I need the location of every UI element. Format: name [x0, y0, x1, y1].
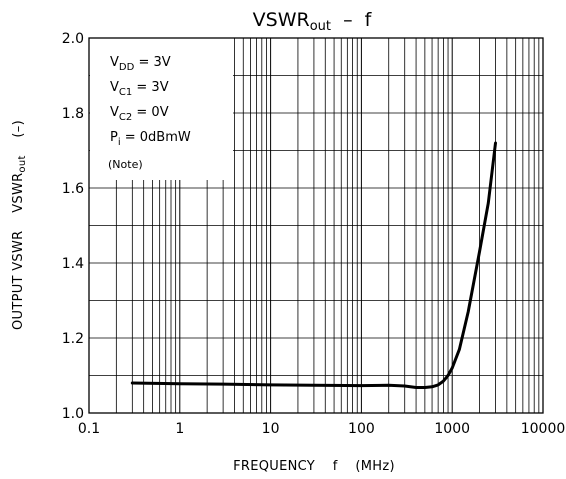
y-tick-label: 2.0 [62, 31, 84, 47]
condition-label: VC1 = 3V [110, 80, 169, 98]
y-tick-labels: 1.0 1.2 1.4 1.6 1.8 2.0 [62, 31, 84, 422]
note-label: (Note) [108, 158, 143, 171]
x-tick-labels: 0.1 1 10 100 1000 10000 [78, 421, 565, 437]
y-tick-label: 1.0 [62, 406, 84, 422]
conditions-box [90, 38, 233, 180]
x-tick-label: 1 [175, 421, 184, 437]
x-axis-label: FREQUENCY f (MHz) [233, 459, 395, 474]
x-tick-label: 100 [348, 421, 375, 437]
x-tick-label: 1000 [434, 421, 470, 437]
y-tick-label: 1.8 [62, 106, 84, 122]
y-axis-label: OUTPUT VSWR VSWRout (–) [11, 120, 28, 330]
chart-title: VSWRout – f [253, 9, 373, 34]
series-layer [130, 141, 497, 389]
y-tick-label: 1.2 [62, 331, 84, 347]
plot-frame [88, 37, 544, 414]
condition-label: VC2 = 0V [110, 105, 169, 123]
condition-label: Pi = 0dBmW [110, 130, 191, 148]
y-tick-label: 1.4 [62, 256, 84, 272]
conditions: VDD = 3V VC1 = 3V VC2 = 0V Pi = 0dBmW [110, 55, 191, 148]
x-tick-label: 0.1 [78, 421, 100, 437]
y-tick-label: 1.6 [62, 181, 84, 197]
x-tick-label: 10 [262, 421, 280, 437]
x-tick-label: 10000 [521, 421, 566, 437]
series-line [130, 141, 497, 389]
condition-label: VDD = 3V [110, 55, 171, 73]
